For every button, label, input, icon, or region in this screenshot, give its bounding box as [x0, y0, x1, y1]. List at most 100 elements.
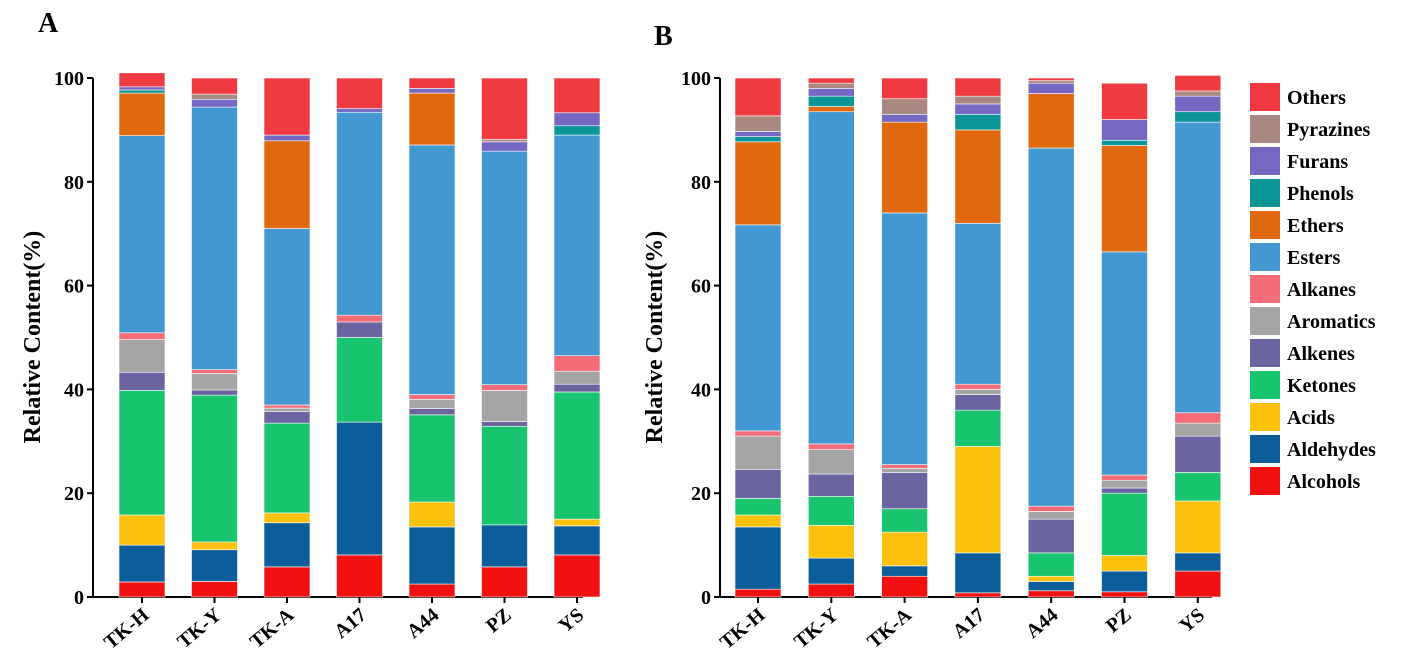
- bar-segment-others: [1027, 77, 1075, 81]
- bar-segment-furans: [263, 134, 311, 142]
- bar-segment-furans: [481, 141, 528, 152]
- bar-segment-acids: [807, 525, 855, 559]
- bar-segment-ethers: [263, 140, 311, 229]
- bar-segment-ketones: [807, 496, 855, 526]
- bar-segment-aromatics: [1027, 511, 1075, 520]
- x-tick-label: A44: [1022, 604, 1063, 643]
- bar-segment-alcohols: [1174, 570, 1222, 598]
- legend-swatch: [1250, 147, 1280, 175]
- legend: Others Pyrazines Furans Phenols Ethers Esters…: [1250, 83, 1376, 495]
- x-tick-label: YS: [554, 604, 588, 637]
- bar-segment-aromatics: [1174, 422, 1222, 437]
- bar-segment-esters: [481, 150, 528, 386]
- x-tick-label: TK-Y: [173, 604, 226, 653]
- bar-segment-aldehydes: [1101, 570, 1148, 593]
- bar-segment-ketones: [336, 337, 383, 423]
- bar-segment-acids: [1174, 500, 1222, 554]
- bar-segment-ketones: [1174, 472, 1222, 502]
- legend-label: Aromatics: [1287, 311, 1376, 333]
- bar-segment-furans: [191, 98, 238, 108]
- bar-segment-pyrazines: [1174, 90, 1222, 97]
- bar-segment-acids: [1027, 575, 1075, 582]
- bar-segment-aldehydes: [954, 552, 1002, 594]
- bar-segment-phenols: [807, 95, 855, 107]
- bar-segment-alkenes: [1027, 518, 1075, 554]
- bar-segment-alcohols: [734, 588, 782, 598]
- bar-segment-others: [734, 77, 782, 117]
- bar-segment-alkanes: [408, 394, 456, 400]
- bar-segment-others: [954, 77, 1002, 97]
- bar-segment-alcohols: [1027, 590, 1075, 598]
- bar-segment-ethers: [734, 141, 782, 226]
- bar-segment-ketones: [191, 394, 238, 543]
- bar-segment-pyrazines: [807, 82, 855, 89]
- x-tick-label: A17: [330, 604, 371, 643]
- bar-segment-ethers: [954, 129, 1002, 224]
- bar-segment-alkenes: [553, 383, 601, 393]
- bar-segment-aromatics: [553, 370, 601, 385]
- bar-segment-alkenes: [1101, 487, 1148, 494]
- y-tick-label: 0: [701, 587, 711, 609]
- bar-segment-alkanes: [807, 443, 855, 450]
- panel-label: A: [38, 8, 59, 39]
- bar-segment-others: [881, 77, 928, 100]
- bar-segment-esters: [191, 106, 238, 370]
- legend-label: Alkenes: [1287, 343, 1355, 365]
- legend-swatch: [1250, 243, 1280, 271]
- y-tick-label: 60: [691, 276, 711, 298]
- bar-segment-alkanes: [191, 369, 238, 374]
- legend-swatch: [1250, 339, 1280, 367]
- bar-segment-alkenes: [1174, 435, 1222, 473]
- legend-swatch: [1250, 179, 1280, 207]
- bar-segment-alkanes: [336, 314, 383, 323]
- bar-segment-ketones: [408, 414, 456, 503]
- legend-swatch: [1250, 115, 1280, 143]
- bar-segment-furans: [1174, 95, 1222, 113]
- bar-segment-aldehydes: [807, 557, 855, 585]
- x-tick-label: A44: [403, 604, 444, 643]
- bar-segment-esters: [807, 111, 855, 445]
- bar-segment-ketones: [1101, 492, 1148, 556]
- panel-b: B 0 20 40 60 80 100 TK-H TK-Y TK-A A17 A44 PZ YS Rel…: [642, 21, 1222, 654]
- bar-segment-alkenes: [734, 469, 782, 499]
- bar-segment-ethers: [408, 92, 456, 146]
- bar-segment-alkenes: [408, 408, 456, 416]
- bar-segment-others: [336, 77, 383, 109]
- bar-segment-ethers: [881, 121, 928, 214]
- bar-segment-aldehydes: [1174, 552, 1222, 572]
- x-tick-label: YS: [1175, 604, 1209, 637]
- bar-segment-aromatics: [481, 390, 528, 422]
- x-tick-label: TK-A: [863, 604, 916, 653]
- bar-segment-ethers: [807, 106, 855, 113]
- legend-label: Ethers: [1287, 215, 1344, 237]
- bar-segment-acids: [734, 514, 782, 528]
- bar-segment-others: [553, 77, 601, 114]
- bar-segment-phenols: [734, 136, 782, 143]
- bar-segment-alkanes: [118, 332, 166, 340]
- legend-swatch: [1250, 307, 1280, 335]
- bar-segment-alkenes: [807, 473, 855, 497]
- bar-segment-phenols: [954, 114, 1002, 131]
- bar-segment-alcohols: [191, 581, 238, 598]
- legend-label: Furans: [1287, 151, 1348, 173]
- bar-segment-furans: [408, 88, 456, 94]
- x-tick-label: TK-Y: [790, 604, 843, 653]
- bar-segment-pyrazines: [191, 93, 238, 100]
- y-tick-label: 20: [64, 483, 84, 505]
- bar-segment-alkanes: [881, 464, 928, 469]
- bar-segment-alkenes: [481, 421, 528, 427]
- legend-label: Alkanes: [1287, 279, 1356, 301]
- bar-segment-aldehydes: [553, 525, 601, 556]
- bar-segment-acids: [553, 518, 601, 527]
- bar-segment-ketones: [481, 425, 528, 526]
- bar-segment-phenols: [553, 125, 601, 136]
- bar-segment-others: [118, 72, 166, 88]
- bar-segment-alkanes: [1101, 474, 1148, 481]
- bar-segment-alcohols: [881, 575, 928, 598]
- bar-segment-others: [807, 77, 855, 84]
- legend-label: Acids: [1287, 407, 1335, 429]
- bar-segment-esters: [408, 144, 456, 395]
- y-tick-label: 100: [54, 68, 84, 90]
- bar-segment-esters: [118, 135, 166, 334]
- bar-segment-pyrazines: [1027, 80, 1075, 84]
